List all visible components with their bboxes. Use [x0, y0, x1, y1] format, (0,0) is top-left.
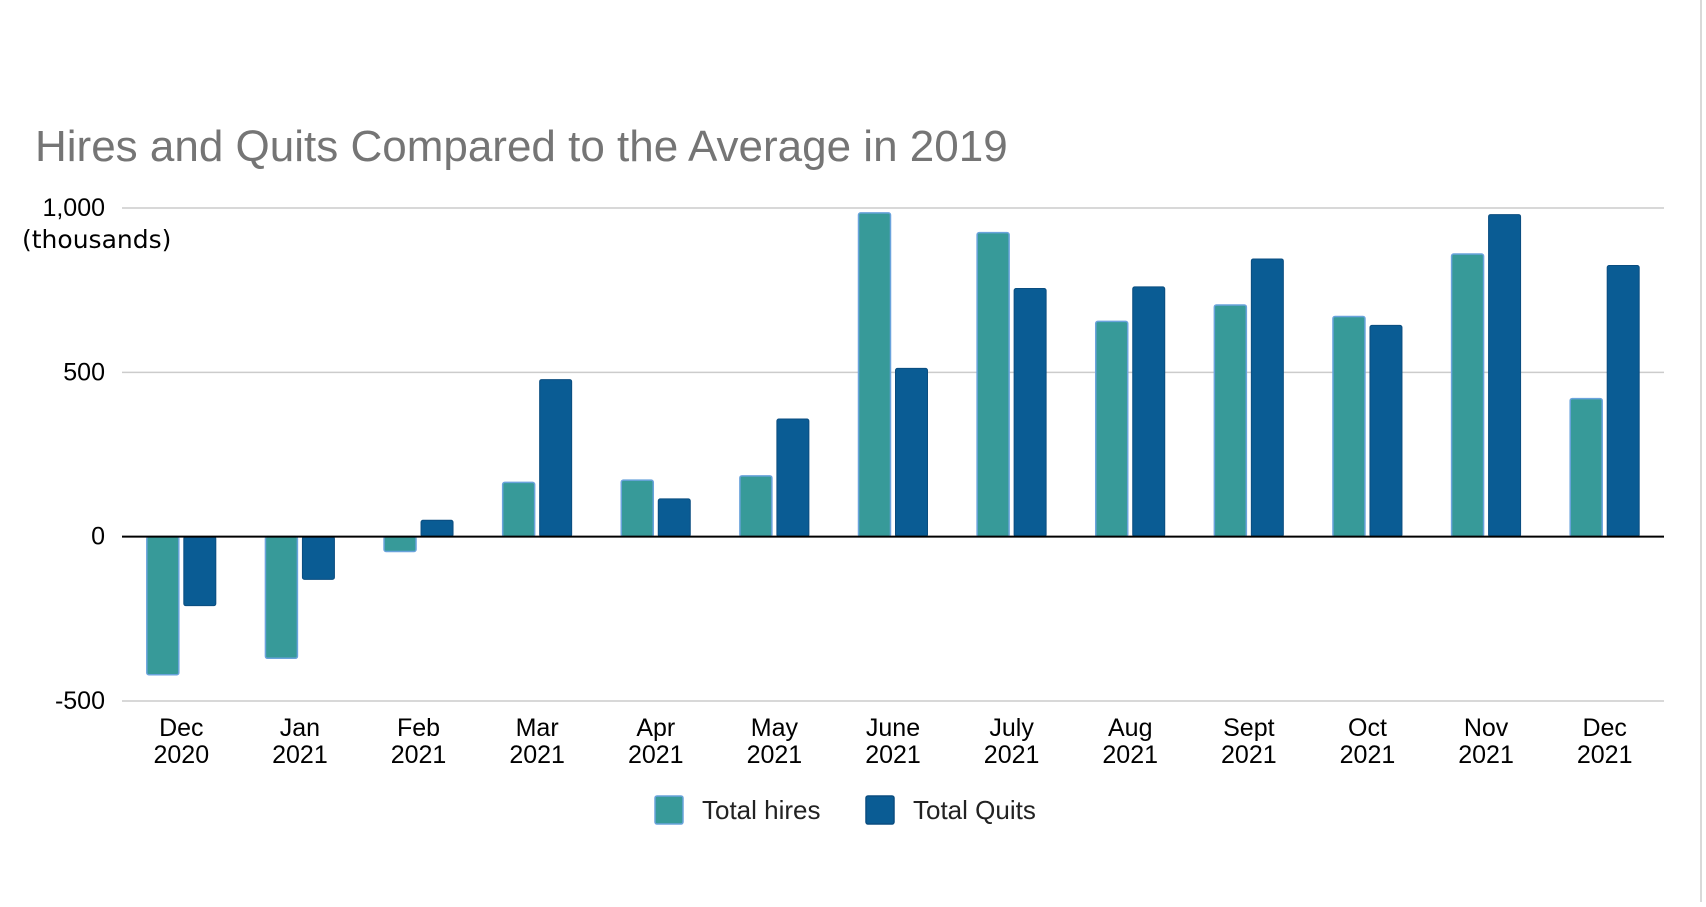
bar-total-hires	[383, 535, 417, 553]
bar-total-hires	[739, 475, 773, 538]
legend-swatch	[654, 795, 684, 825]
x-tick-month: June	[866, 714, 920, 742]
legend-label: Total hires	[702, 795, 821, 825]
x-tick-year: 2021	[1340, 741, 1396, 769]
bar-total-hires	[146, 535, 180, 676]
x-tick-label: Apr 2021	[628, 714, 684, 769]
x-tick-label: May 2021	[747, 714, 803, 769]
x-tick-label: Dec 2021	[1577, 714, 1633, 769]
bar-total-quits	[1013, 288, 1047, 538]
y-tick-label: 500	[63, 358, 105, 386]
bar-total-hires	[1450, 253, 1485, 538]
x-tick-month: Dec	[159, 714, 203, 742]
legend-label: Total Quits	[913, 795, 1036, 825]
x-tick-label: July 2021	[984, 714, 1040, 769]
x-tick-year: 2021	[509, 741, 565, 769]
bar-total-quits	[1369, 324, 1403, 538]
x-tick-year: 2021	[391, 741, 447, 769]
y-axis-ticks: 1,000 500 0 -500	[42, 194, 105, 715]
x-tick-year: 2021	[984, 741, 1040, 769]
bar-total-quits	[539, 379, 573, 538]
bar-total-quits	[657, 498, 691, 538]
x-tick-month: July	[989, 714, 1034, 742]
x-tick-label: Jan 2021	[272, 714, 328, 769]
x-tick-year: 2021	[1577, 741, 1633, 769]
x-tick-month: Aug	[1108, 714, 1152, 742]
bar-total-quits	[183, 536, 217, 607]
bar-total-hires	[857, 212, 892, 538]
x-tick-month: Dec	[1582, 714, 1626, 742]
bar-total-hires	[1332, 315, 1366, 538]
x-tick-year: 2021	[1458, 741, 1514, 769]
x-tick-label: Mar 2021	[509, 714, 565, 769]
bar-total-quits	[895, 367, 928, 538]
page-edge-divider	[1700, 0, 1702, 902]
x-tick-label: Feb 2021	[391, 714, 447, 769]
legend-swatch	[865, 795, 895, 825]
y-tick-label: 0	[91, 523, 105, 551]
x-tick-month: Mar	[516, 714, 559, 742]
x-tick-month: Oct	[1348, 714, 1387, 742]
bar-total-hires	[1094, 320, 1129, 538]
bar-total-quits	[1606, 265, 1640, 538]
bar-total-quits	[776, 418, 810, 538]
x-tick-label: June 2021	[865, 714, 921, 769]
x-tick-year: 2021	[747, 741, 803, 769]
bar-total-quits	[1250, 258, 1284, 538]
x-tick-year: 2021	[1221, 741, 1277, 769]
bar-total-hires	[501, 481, 536, 538]
bar-total-quits	[301, 536, 335, 580]
bar-total-quits	[420, 519, 454, 538]
bar-total-hires	[1213, 304, 1248, 538]
x-tick-year: 2020	[153, 741, 209, 769]
x-tick-month: Apr	[636, 714, 675, 742]
chart-title: Hires and Quits Compared to the Average …	[35, 122, 1008, 171]
x-tick-label: Sept 2021	[1221, 714, 1277, 769]
y-axis-unit-label: (thousands)	[22, 225, 171, 254]
bar-total-hires	[1569, 397, 1603, 538]
bar-total-hires	[264, 535, 299, 660]
x-tick-year: 2021	[628, 741, 684, 769]
x-tick-label: Dec 2020	[153, 714, 209, 769]
legend: Total hires Total Quits	[654, 795, 1036, 825]
grid-layer	[122, 207, 1664, 702]
x-tick-month: Nov	[1464, 714, 1509, 742]
x-tick-year: 2021	[865, 741, 921, 769]
y-tick-label: 1,000	[42, 194, 105, 222]
x-tick-year: 2021	[1102, 741, 1158, 769]
y-tick-label: -500	[55, 687, 105, 715]
bar-total-hires	[976, 231, 1010, 538]
x-tick-month: Sept	[1223, 714, 1274, 742]
x-tick-year: 2021	[272, 741, 328, 769]
bars	[146, 212, 1640, 676]
x-tick-month: Feb	[397, 714, 440, 742]
bar-total-quits	[1488, 214, 1522, 538]
x-tick-label: Aug 2021	[1102, 714, 1158, 769]
bar-total-hires	[620, 479, 655, 538]
x-tick-month: Jan	[280, 714, 320, 742]
bar-total-quits	[1132, 286, 1166, 538]
x-tick-label: Nov 2021	[1458, 714, 1514, 769]
x-tick-label: Oct 2021	[1340, 714, 1396, 769]
x-tick-month: May	[751, 714, 799, 742]
